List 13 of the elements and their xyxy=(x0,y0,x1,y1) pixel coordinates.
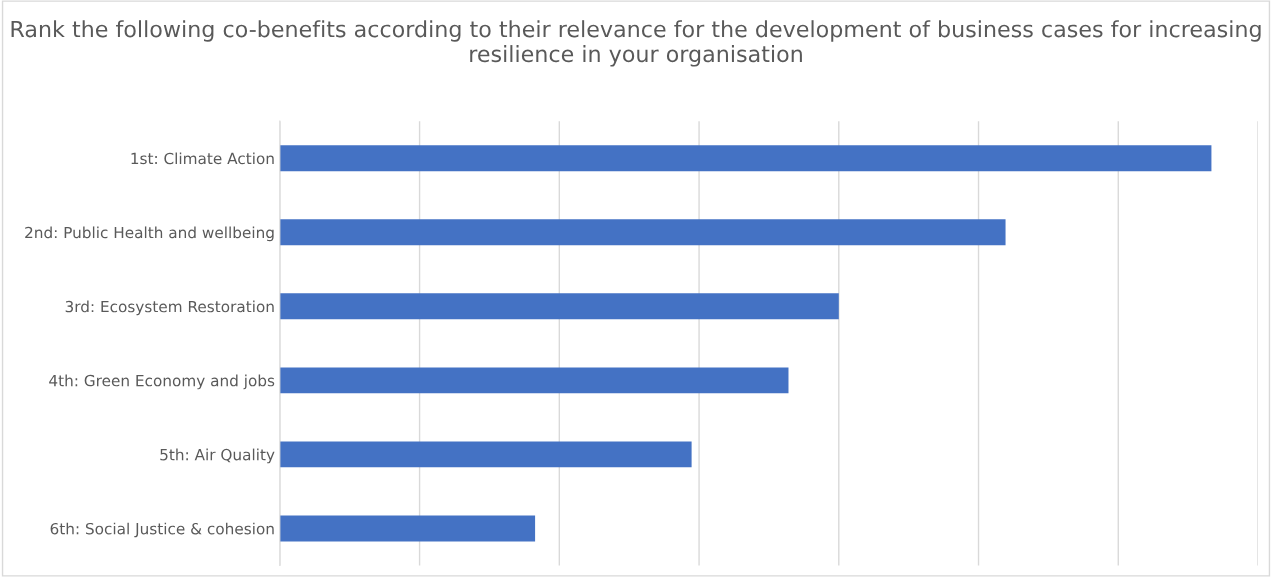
bar xyxy=(279,293,839,320)
y-tick-label: 6th: Social Justice & cohesion xyxy=(50,522,274,538)
bar xyxy=(279,219,1006,246)
y-tick-label: 1st: Climate Action xyxy=(131,152,274,165)
y-tick-label: 4th: Green Economy and jobs xyxy=(49,374,275,390)
bar xyxy=(279,441,692,468)
bar xyxy=(279,515,536,542)
bar xyxy=(279,145,1212,172)
y-tick-label: 3rd: Ecosystem Restoration xyxy=(65,300,274,316)
y-tick-label: 2nd: Public Health and wellbeing xyxy=(25,226,274,242)
y-tick-label: 5th: Air Quality xyxy=(160,448,275,464)
bar xyxy=(279,367,789,394)
chart-title: Rank the following co-benefits according to their relevance for the development of business cases for increasing resilience in your organisation xyxy=(11,20,1261,67)
